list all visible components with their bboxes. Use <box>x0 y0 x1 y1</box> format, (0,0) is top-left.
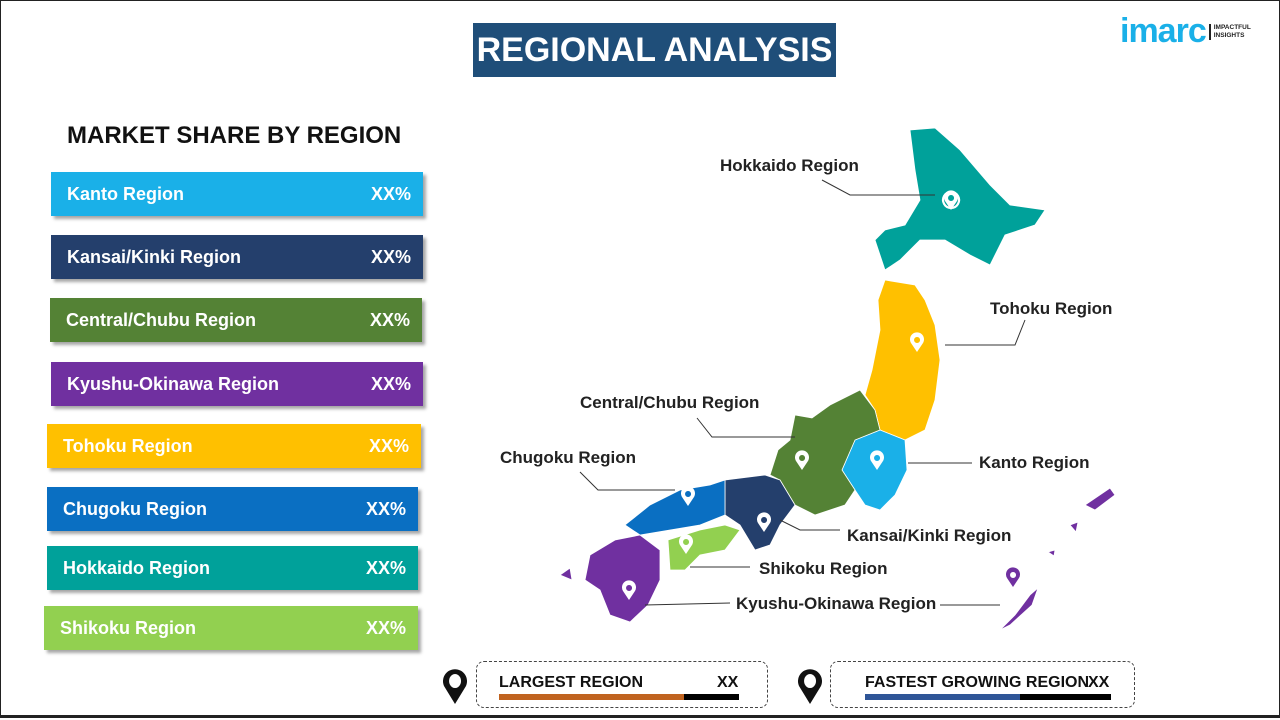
label-kansai: Kansai/Kinki Region <box>847 526 1012 545</box>
region-bar: Central/Chubu Region XX% <box>50 298 422 342</box>
label-kanto: Kanto Region <box>979 453 1090 472</box>
region-share: XX% <box>370 373 411 394</box>
region-bar: Shikoku Region XX% <box>44 606 418 650</box>
region-share: XX% <box>365 617 406 638</box>
map-pin-icon <box>679 534 693 554</box>
region-name: Tohoku Region <box>63 435 193 456</box>
label-chugoku: Chugoku Region <box>500 448 636 467</box>
largest-region-box: LARGEST REGION XX <box>476 661 768 708</box>
map-pin-icon <box>944 190 958 210</box>
region-bar: Kanto Region XX% <box>51 172 423 216</box>
location-pin-icon <box>443 669 467 704</box>
location-pin-icon <box>798 669 822 704</box>
region-bar: Hokkaido Region XX% <box>47 546 418 590</box>
label-kyushu: Kyushu-Okinawa Region <box>736 594 937 613</box>
kyushu-shape <box>584 534 661 623</box>
region-bar: Tohoku Region XX% <box>47 424 421 468</box>
map-pin-icon <box>622 580 637 600</box>
region-share: XX% <box>369 309 410 330</box>
largest-region-bar <box>499 694 739 700</box>
fastest-growing-bar <box>865 694 1111 700</box>
chugoku-shape <box>624 479 726 536</box>
label-hokkaido: Hokkaido Region <box>720 156 859 175</box>
region-bar: Kansai/Kinki Region XX% <box>51 235 423 279</box>
page-title: REGIONAL ANALYSIS <box>473 23 836 77</box>
map-pin-icon <box>870 450 885 470</box>
map-pin-icon <box>757 512 771 532</box>
islands-shape <box>559 487 1116 581</box>
region-name: Chugoku Region <box>63 498 207 519</box>
fastest-growing-region-box: FASTEST GROWING REGION XX <box>830 661 1135 708</box>
map-pin-icon <box>795 450 810 470</box>
region-name: Kansai/Kinki Region <box>67 246 242 267</box>
region-name: Central/Chubu Region <box>66 309 256 330</box>
imarc-logo: imarc IMPACTFUL INSIGHTS <box>1120 12 1261 51</box>
label-tohoku: Tohoku Region <box>990 299 1113 318</box>
region-name: Kanto Region <box>67 183 184 204</box>
region-bar: Chugoku Region XX% <box>47 487 418 531</box>
region-share: XX% <box>365 557 406 578</box>
shikoku-shape <box>667 524 741 571</box>
region-share: XX% <box>370 183 411 204</box>
map-pin-icon <box>910 332 925 352</box>
region-name: Shikoku Region <box>60 617 197 638</box>
region-name: Kyushu-Okinawa Region <box>67 373 280 394</box>
region-name: Hokkaido Region <box>63 557 211 578</box>
central-shape <box>769 389 881 516</box>
label-central: Central/Chubu Region <box>580 393 760 412</box>
market-share-title: MARKET SHARE BY REGION <box>67 122 402 149</box>
region-share: XX% <box>365 498 406 519</box>
map-pin-icon <box>681 486 696 506</box>
region-share: XX% <box>368 435 409 456</box>
region-bar: Kyushu-Okinawa Region XX% <box>51 362 423 406</box>
okinawa-shape <box>999 586 1039 631</box>
map-pin-icon <box>1006 567 1020 587</box>
kansai-shape <box>724 474 796 551</box>
region-share: XX% <box>370 246 411 267</box>
label-shikoku: Shikoku Region <box>759 559 888 578</box>
